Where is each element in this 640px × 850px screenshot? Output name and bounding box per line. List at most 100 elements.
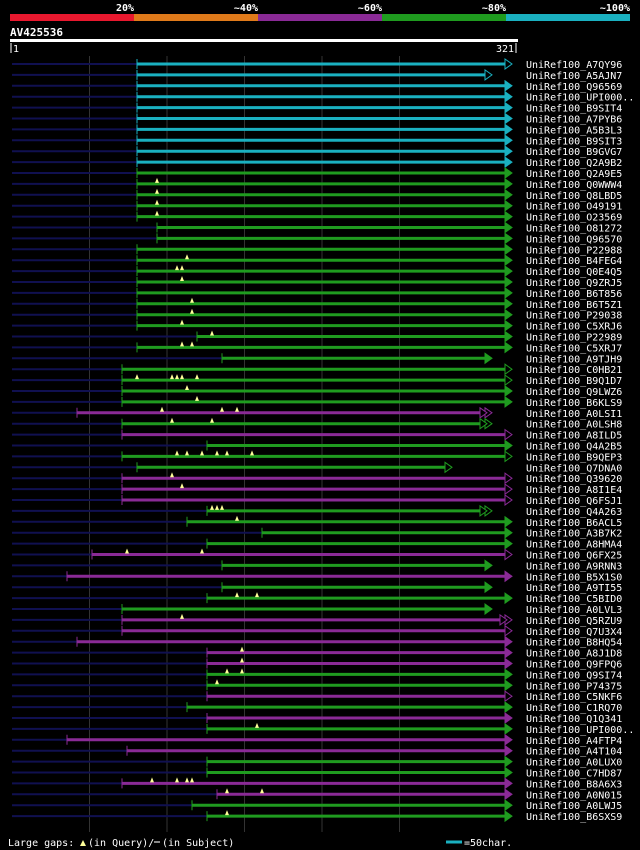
hit-label[interactable]: UniRef100_Q8LBD5 [526, 191, 622, 202]
hit-row[interactable]: UniRef100_B4FEG4 [12, 254, 622, 267]
hit-label[interactable]: UniRef100_Q7DNA0 [526, 463, 622, 474]
hit-label[interactable]: UniRef100_Q4A2B5 [526, 442, 622, 453]
hit-label[interactable]: UniRef100_A9TI55 [526, 583, 622, 594]
hit-row[interactable]: UniRef100_B9GVG7 [12, 145, 622, 158]
hit-label[interactable]: UniRef100_Q1Q341 [526, 714, 622, 725]
hit-row[interactable]: UniRef100_A4T104 [12, 744, 622, 758]
hit-row[interactable]: UniRef100_O23569 [12, 210, 622, 224]
hit-label[interactable]: UniRef100_A0LUX0 [526, 758, 622, 769]
hit-row[interactable]: UniRef100_Q8LBD5 [12, 188, 622, 202]
hit-row[interactable]: UniRef100_B9SIT3 [12, 134, 622, 147]
hit-label[interactable]: UniRef100_Q7U3X4 [526, 627, 622, 638]
hit-row[interactable]: UniRef100_UPI000.. [12, 722, 634, 736]
hit-label[interactable]: UniRef100_A0N015 [526, 790, 622, 801]
hit-label[interactable]: UniRef100_A8ILD5 [526, 431, 622, 442]
hit-label[interactable]: UniRef100_A8J1D8 [526, 649, 622, 660]
hit-row[interactable]: UniRef100_A9TJH9 [12, 352, 622, 365]
hit-label[interactable]: UniRef100_A4FTP4 [526, 736, 622, 747]
hit-row[interactable]: UniRef100_B6SXS9 [12, 810, 622, 823]
hit-label[interactable]: UniRef100_C5XRJ6 [526, 322, 622, 333]
hit-row[interactable]: UniRef100_C5XRJ7 [12, 341, 622, 354]
hit-row[interactable]: UniRef100_UPI000.. [12, 90, 634, 104]
hit-row[interactable]: UniRef100_B9Q1D7 [12, 374, 622, 387]
hit-label[interactable]: UniRef100_Q96569 [526, 82, 622, 93]
hit-label[interactable]: UniRef100_A4T104 [526, 747, 622, 758]
hit-label[interactable]: UniRef100_A0LSH8 [526, 420, 622, 431]
hit-label[interactable]: UniRef100_B9QEP3 [526, 452, 622, 463]
hit-row[interactable]: UniRef100_B6T856 [12, 286, 622, 300]
hit-row[interactable]: UniRef100_Q9LWZ6 [12, 385, 622, 398]
hit-row[interactable]: UniRef100_Q96569 [12, 79, 622, 93]
hit-label[interactable]: UniRef100_B6T5Z1 [526, 300, 622, 311]
hit-row[interactable]: UniRef100_A0LSI1 [12, 406, 622, 420]
hit-row[interactable]: UniRef100_B9QEP3 [12, 450, 622, 463]
hit-row[interactable]: UniRef100_Q4A263 [12, 504, 622, 518]
hit-label[interactable]: UniRef100_B9Q1D7 [526, 376, 622, 387]
hit-row[interactable]: UniRef100_A0N015 [12, 788, 622, 801]
hit-label[interactable]: UniRef100_Q5RZU9 [526, 616, 622, 627]
hit-row[interactable]: UniRef100_A4FTP4 [12, 733, 622, 747]
hit-label[interactable]: UniRef100_B4FEG4 [526, 256, 622, 267]
hit-row[interactable]: UniRef100_C5NKF6 [12, 690, 622, 703]
hit-label[interactable]: UniRef100_Q9ZRJ5 [526, 278, 622, 289]
hit-label[interactable]: UniRef100_C0HB21 [526, 365, 622, 376]
hit-label[interactable]: UniRef100_A7PYB6 [526, 115, 622, 126]
hit-label[interactable]: UniRef100_Q2A9E5 [526, 169, 622, 180]
hit-row[interactable]: UniRef100_C1RQ70 [12, 701, 622, 714]
hit-row[interactable]: UniRef100_P22989 [12, 330, 622, 344]
hit-row[interactable]: UniRef100_C0HB21 [12, 363, 622, 376]
hit-label[interactable]: UniRef100_Q6FSJ1 [526, 496, 622, 507]
hit-label[interactable]: UniRef100_A0LSI1 [526, 409, 622, 420]
hit-label[interactable]: UniRef100_Q9LWZ6 [526, 387, 622, 398]
hit-row[interactable]: UniRef100_A9TI55 [12, 581, 622, 594]
hit-row[interactable]: UniRef100_Q6FSJ1 [12, 494, 622, 507]
hit-label[interactable]: UniRef100_B6ACL5 [526, 518, 622, 529]
hit-label[interactable]: UniRef100_O81272 [526, 224, 622, 235]
hit-row[interactable]: UniRef100_Q7U3X4 [12, 624, 622, 638]
hit-label[interactable]: UniRef100_P74375 [526, 681, 622, 692]
hit-label[interactable]: UniRef100_C5XRJ7 [526, 343, 622, 354]
hit-label[interactable]: UniRef100_C5BID0 [526, 594, 622, 605]
hit-label[interactable]: UniRef100_B6KLS9 [526, 398, 622, 409]
hit-row[interactable]: UniRef100_B5X1S0 [12, 570, 622, 583]
hit-row[interactable]: UniRef100_C7HD87 [12, 766, 622, 780]
hit-label[interactable]: UniRef100_Q9FPQ6 [526, 660, 622, 671]
hit-label[interactable]: UniRef100_UPI000.. [526, 725, 634, 736]
hit-label[interactable]: UniRef100_A0LVL3 [526, 605, 622, 616]
hit-row[interactable]: UniRef100_B6ACL5 [12, 515, 622, 529]
hit-label[interactable]: UniRef100_A9TJH9 [526, 354, 622, 365]
hit-row[interactable]: UniRef100_A0LUX0 [12, 755, 622, 769]
hit-row[interactable]: UniRef100_A5AJN7 [12, 68, 622, 82]
hit-row[interactable]: UniRef100_Q9SI74 [12, 668, 622, 681]
hit-row[interactable]: UniRef100_B9SIT4 [12, 101, 622, 115]
hit-label[interactable]: UniRef100_A9RNN3 [526, 561, 622, 572]
hit-label[interactable]: UniRef100_Q2A9B2 [526, 158, 622, 169]
hit-row[interactable]: UniRef100_A8ILD5 [12, 428, 622, 442]
hit-row[interactable]: UniRef100_Q0WWW4 [12, 177, 622, 191]
hit-label[interactable]: UniRef100_Q9SI74 [526, 670, 622, 681]
hit-row[interactable]: UniRef100_A0LSH8 [12, 417, 622, 431]
hit-row[interactable]: UniRef100_P29038 [12, 308, 622, 322]
hit-row[interactable]: UniRef100_P22988 [12, 243, 622, 256]
hit-row[interactable]: UniRef100_Q4A2B5 [12, 439, 622, 453]
hit-label[interactable]: UniRef100_Q4A263 [526, 507, 622, 518]
hit-row[interactable]: UniRef100_B8HQ54 [12, 635, 622, 649]
hit-row[interactable]: UniRef100_A5B3L3 [12, 123, 622, 136]
hit-row[interactable]: UniRef100_A8HMA4 [12, 537, 622, 551]
hit-label[interactable]: UniRef100_C5NKF6 [526, 692, 622, 703]
hit-row[interactable]: UniRef100_Q9ZRJ5 [12, 276, 622, 289]
hit-row[interactable]: UniRef100_A7PYB6 [12, 112, 622, 126]
hit-row[interactable]: UniRef100_A7QY96 [12, 58, 622, 71]
hit-label[interactable]: UniRef100_B5X1S0 [526, 572, 622, 583]
hit-label[interactable]: UniRef100_A7QY96 [526, 60, 622, 71]
hit-label[interactable]: UniRef100_A5B3L3 [526, 125, 622, 136]
hit-label[interactable]: UniRef100_A5AJN7 [526, 71, 622, 82]
hit-row[interactable]: UniRef100_O49191 [12, 199, 622, 213]
hit-row[interactable]: UniRef100_B8A6X3 [12, 777, 622, 790]
hit-label[interactable]: UniRef100_C1RQ70 [526, 703, 622, 714]
hit-label[interactable]: UniRef100_B8HQ54 [526, 638, 622, 649]
hit-label[interactable]: UniRef100_Q0WWW4 [526, 180, 622, 191]
hit-label[interactable]: UniRef100_O23569 [526, 213, 622, 224]
hit-row[interactable]: UniRef100_B6T5Z1 [12, 297, 622, 311]
hit-row[interactable]: UniRef100_Q2A9E5 [12, 167, 622, 180]
